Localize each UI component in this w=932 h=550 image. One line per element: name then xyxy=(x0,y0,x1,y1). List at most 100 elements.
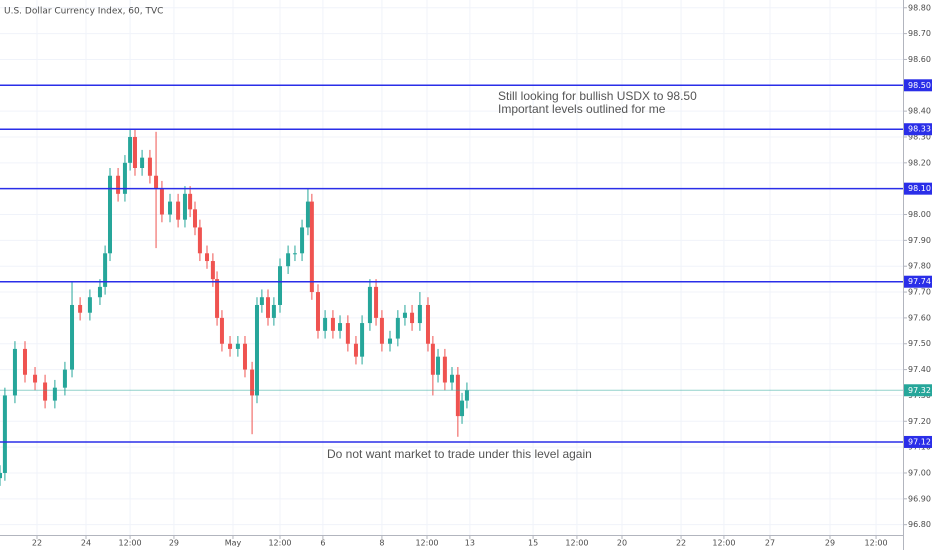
y-tick-label: 98.60 xyxy=(908,55,931,64)
candle-body xyxy=(97,286,102,298)
candle-body xyxy=(103,253,108,287)
y-tick-label: 97.50 xyxy=(908,339,931,348)
candle-body xyxy=(193,209,198,228)
level-badge xyxy=(904,435,932,448)
candle-body xyxy=(33,374,38,383)
y-tick-label: 97.80 xyxy=(908,262,931,271)
candle-body xyxy=(388,338,393,344)
x-tick-label: 12:00 xyxy=(415,539,438,548)
y-tick-label: 97.60 xyxy=(908,313,931,322)
x-tick-label: 12:00 xyxy=(119,539,142,548)
candle-body xyxy=(78,304,83,313)
candle-body xyxy=(12,348,17,396)
x-tick-label: 12:00 xyxy=(865,539,888,548)
candle-body xyxy=(338,323,343,331)
candle-body xyxy=(122,162,127,194)
x-tick-label: 27 xyxy=(765,539,775,548)
x-tick-label: 12:00 xyxy=(565,539,588,548)
candle-body xyxy=(367,286,372,324)
candle-body xyxy=(254,304,259,396)
annotation: Important levels outlined for me xyxy=(498,102,666,116)
y-tick-label: 96.80 xyxy=(908,520,931,529)
candle-body xyxy=(402,312,407,318)
candle-body xyxy=(436,356,441,375)
annotation: Still looking for bullish USDX to 98.50 xyxy=(498,89,697,103)
x-tick-label: 29 xyxy=(825,539,835,548)
y-tick-label: 97.00 xyxy=(908,468,931,477)
candle-body xyxy=(22,348,27,375)
candle-body xyxy=(182,193,187,220)
candle-body xyxy=(52,387,57,401)
y-tick-label: 98.00 xyxy=(908,210,931,219)
candle-body xyxy=(87,297,92,313)
x-tick-label: 12:00 xyxy=(268,539,291,548)
annotation: Do not want market to trade under this l… xyxy=(327,447,592,461)
x-tick-label: 13 xyxy=(465,539,475,548)
candle-body xyxy=(271,304,276,318)
candle-body xyxy=(379,317,384,344)
candle-body xyxy=(210,261,215,280)
candle-body xyxy=(168,201,173,215)
candle-body xyxy=(425,304,430,344)
x-tick-label: 29 xyxy=(169,539,179,548)
candle-body xyxy=(410,312,415,324)
y-tick-label: 98.80 xyxy=(908,3,931,12)
candle-body xyxy=(395,317,400,339)
candle-body xyxy=(266,297,271,318)
candle-body xyxy=(132,136,137,168)
x-tick-label: 20 xyxy=(617,539,627,548)
x-tick-label: 15 xyxy=(528,539,538,548)
candle-body xyxy=(197,227,202,254)
candle-body xyxy=(205,253,210,262)
candle-body xyxy=(292,253,297,255)
level-badge xyxy=(904,123,932,136)
candle-body xyxy=(417,304,422,324)
candle-body xyxy=(360,323,365,357)
candle-body xyxy=(455,374,460,417)
candle-body xyxy=(345,323,350,344)
x-tick-label: 12:00 xyxy=(712,539,735,548)
candle-body xyxy=(154,175,159,189)
x-tick-label: 6 xyxy=(320,539,325,548)
candle-body xyxy=(128,136,133,163)
candle-body xyxy=(250,369,255,396)
level-label: 98.10 xyxy=(908,184,931,193)
y-tick-label: 96.90 xyxy=(908,494,931,503)
candle-body xyxy=(278,266,283,305)
x-tick-label: 8 xyxy=(379,539,384,548)
candle-body xyxy=(330,317,335,331)
candle-body xyxy=(300,227,305,254)
candle-body xyxy=(215,279,220,318)
last-price-badge xyxy=(904,384,932,397)
y-tick-label: 98.30 xyxy=(908,132,931,141)
candle-body xyxy=(242,343,247,370)
x-tick-label: May xyxy=(225,539,242,548)
chart-title: U.S. Dollar Currency Index, 60, TVC xyxy=(4,7,163,17)
candle-body xyxy=(188,193,193,210)
candle-body xyxy=(460,400,465,417)
candle-body xyxy=(228,343,233,349)
candle-body xyxy=(315,292,320,331)
y-tick-label: 97.90 xyxy=(908,236,931,245)
candle-body xyxy=(70,304,75,370)
x-tick-label: 22 xyxy=(676,539,686,548)
candle-body xyxy=(259,297,264,305)
level-label: 98.50 xyxy=(908,81,931,90)
level-badge xyxy=(904,79,932,92)
candle-body xyxy=(2,395,7,473)
level-label: 98.33 xyxy=(908,125,931,134)
y-tick-label: 98.40 xyxy=(908,107,931,116)
candle-body xyxy=(147,157,152,176)
candle-body xyxy=(442,356,447,383)
level-badge xyxy=(904,275,932,288)
level-label: 97.74 xyxy=(908,277,931,286)
level-badge xyxy=(904,182,932,195)
y-tick-label: 98.20 xyxy=(908,158,931,167)
y-tick-label: 97.40 xyxy=(908,365,931,374)
last-price-label: 97.32 xyxy=(908,386,931,395)
candle-body xyxy=(140,157,145,168)
y-tick-label: 97.20 xyxy=(908,417,931,426)
candle-body xyxy=(43,382,48,401)
x-tick-label: 24 xyxy=(81,539,91,548)
